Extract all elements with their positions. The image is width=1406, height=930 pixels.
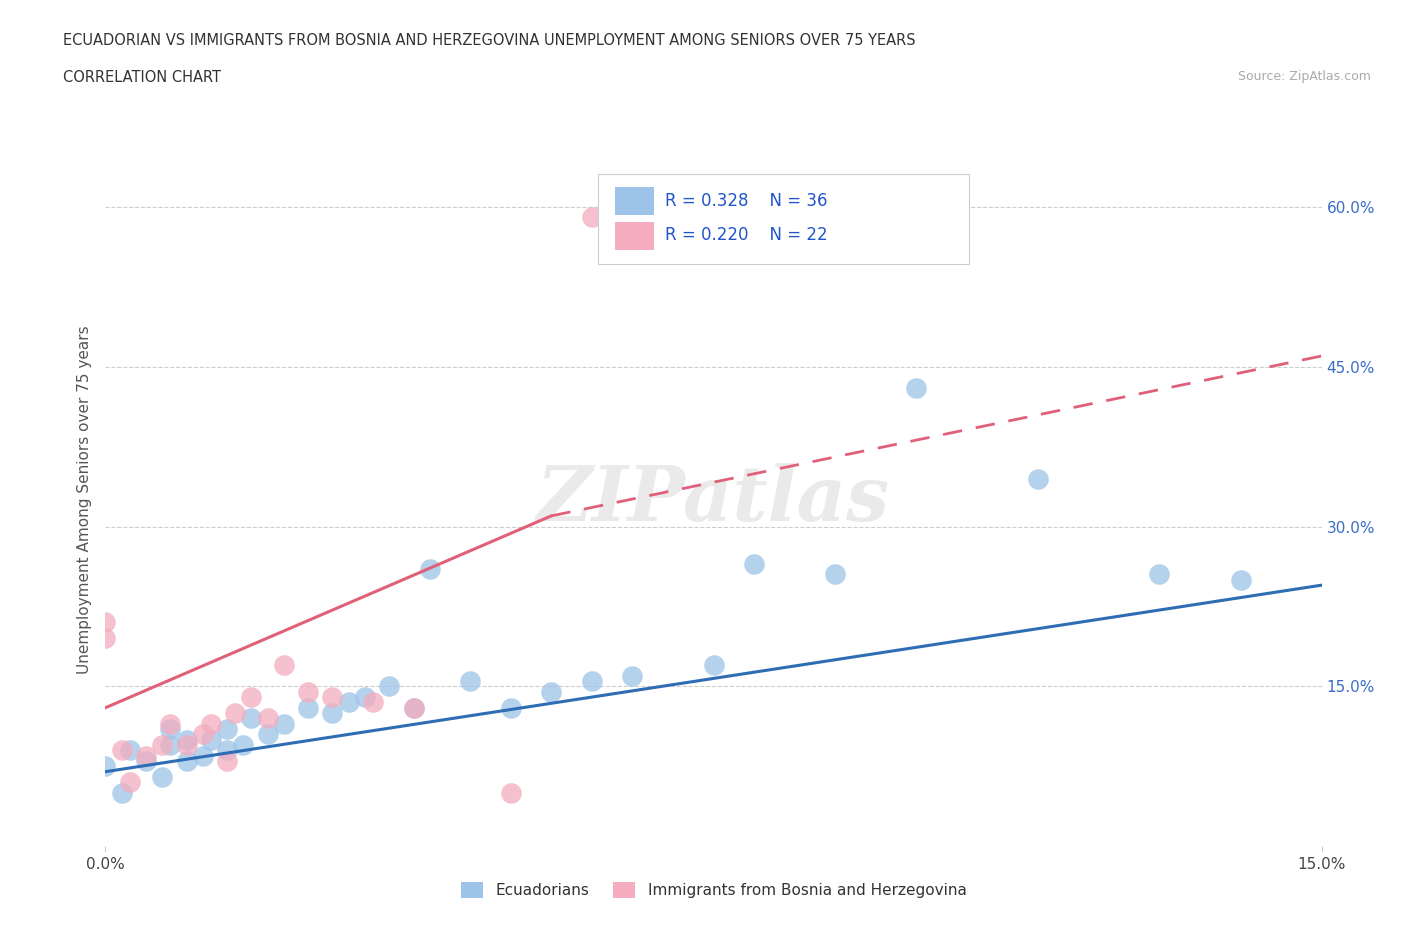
Text: R = 0.328    N = 36: R = 0.328 N = 36 bbox=[665, 192, 827, 209]
Point bbox=[256, 727, 278, 742]
Y-axis label: Unemployment Among Seniors over 75 years: Unemployment Among Seniors over 75 years bbox=[76, 326, 91, 674]
Text: ECUADORIAN VS IMMIGRANTS FROM BOSNIA AND HERZEGOVINA UNEMPLOYMENT AMONG SENIORS : ECUADORIAN VS IMMIGRANTS FROM BOSNIA AND… bbox=[63, 33, 915, 47]
Point bbox=[499, 786, 522, 801]
Point bbox=[118, 775, 141, 790]
Point bbox=[94, 759, 117, 774]
Point bbox=[200, 732, 222, 747]
Point bbox=[273, 658, 295, 672]
Point bbox=[118, 743, 141, 758]
Point bbox=[783, 199, 806, 214]
Point bbox=[742, 556, 765, 571]
Point bbox=[1026, 472, 1049, 486]
Point bbox=[176, 732, 198, 747]
Point bbox=[297, 684, 319, 699]
Point bbox=[217, 753, 239, 768]
Point bbox=[361, 695, 384, 710]
Point bbox=[150, 770, 173, 785]
FancyBboxPatch shape bbox=[598, 174, 969, 264]
Point bbox=[191, 727, 214, 742]
Point bbox=[217, 743, 239, 758]
Point bbox=[232, 737, 254, 752]
Point bbox=[458, 673, 481, 688]
Point bbox=[1149, 567, 1171, 582]
Point bbox=[111, 743, 134, 758]
Legend: Ecuadorians, Immigrants from Bosnia and Herzegovina: Ecuadorians, Immigrants from Bosnia and … bbox=[454, 876, 973, 905]
Point bbox=[321, 706, 343, 721]
Point bbox=[224, 706, 246, 721]
Point bbox=[321, 690, 343, 705]
Point bbox=[176, 753, 198, 768]
Point bbox=[94, 631, 117, 646]
FancyBboxPatch shape bbox=[614, 188, 654, 215]
Text: R = 0.220    N = 22: R = 0.220 N = 22 bbox=[665, 226, 828, 245]
Point bbox=[581, 210, 603, 225]
Point bbox=[159, 737, 181, 752]
Point bbox=[1229, 572, 1251, 587]
Point bbox=[200, 716, 222, 731]
Point bbox=[337, 695, 360, 710]
Point bbox=[824, 567, 846, 582]
Point bbox=[621, 669, 644, 684]
Point bbox=[702, 658, 725, 672]
Point bbox=[402, 700, 425, 715]
Text: CORRELATION CHART: CORRELATION CHART bbox=[63, 70, 221, 85]
Point bbox=[402, 700, 425, 715]
Point bbox=[135, 749, 157, 764]
Point bbox=[297, 700, 319, 715]
Point bbox=[217, 722, 239, 737]
Point bbox=[240, 690, 263, 705]
Point bbox=[905, 380, 928, 395]
Point bbox=[499, 700, 522, 715]
Point bbox=[540, 684, 562, 699]
Point bbox=[354, 690, 377, 705]
Point bbox=[111, 786, 134, 801]
Point bbox=[94, 615, 117, 630]
Point bbox=[159, 722, 181, 737]
Point bbox=[150, 737, 173, 752]
Point bbox=[273, 716, 295, 731]
Point bbox=[419, 562, 441, 577]
Point bbox=[191, 749, 214, 764]
Point bbox=[135, 753, 157, 768]
Point bbox=[240, 711, 263, 725]
Point bbox=[378, 679, 401, 694]
Text: Source: ZipAtlas.com: Source: ZipAtlas.com bbox=[1237, 70, 1371, 83]
Text: ZIPatlas: ZIPatlas bbox=[537, 463, 890, 537]
Point bbox=[176, 737, 198, 752]
FancyBboxPatch shape bbox=[614, 222, 654, 250]
Point bbox=[581, 673, 603, 688]
Point bbox=[159, 716, 181, 731]
Point bbox=[256, 711, 278, 725]
